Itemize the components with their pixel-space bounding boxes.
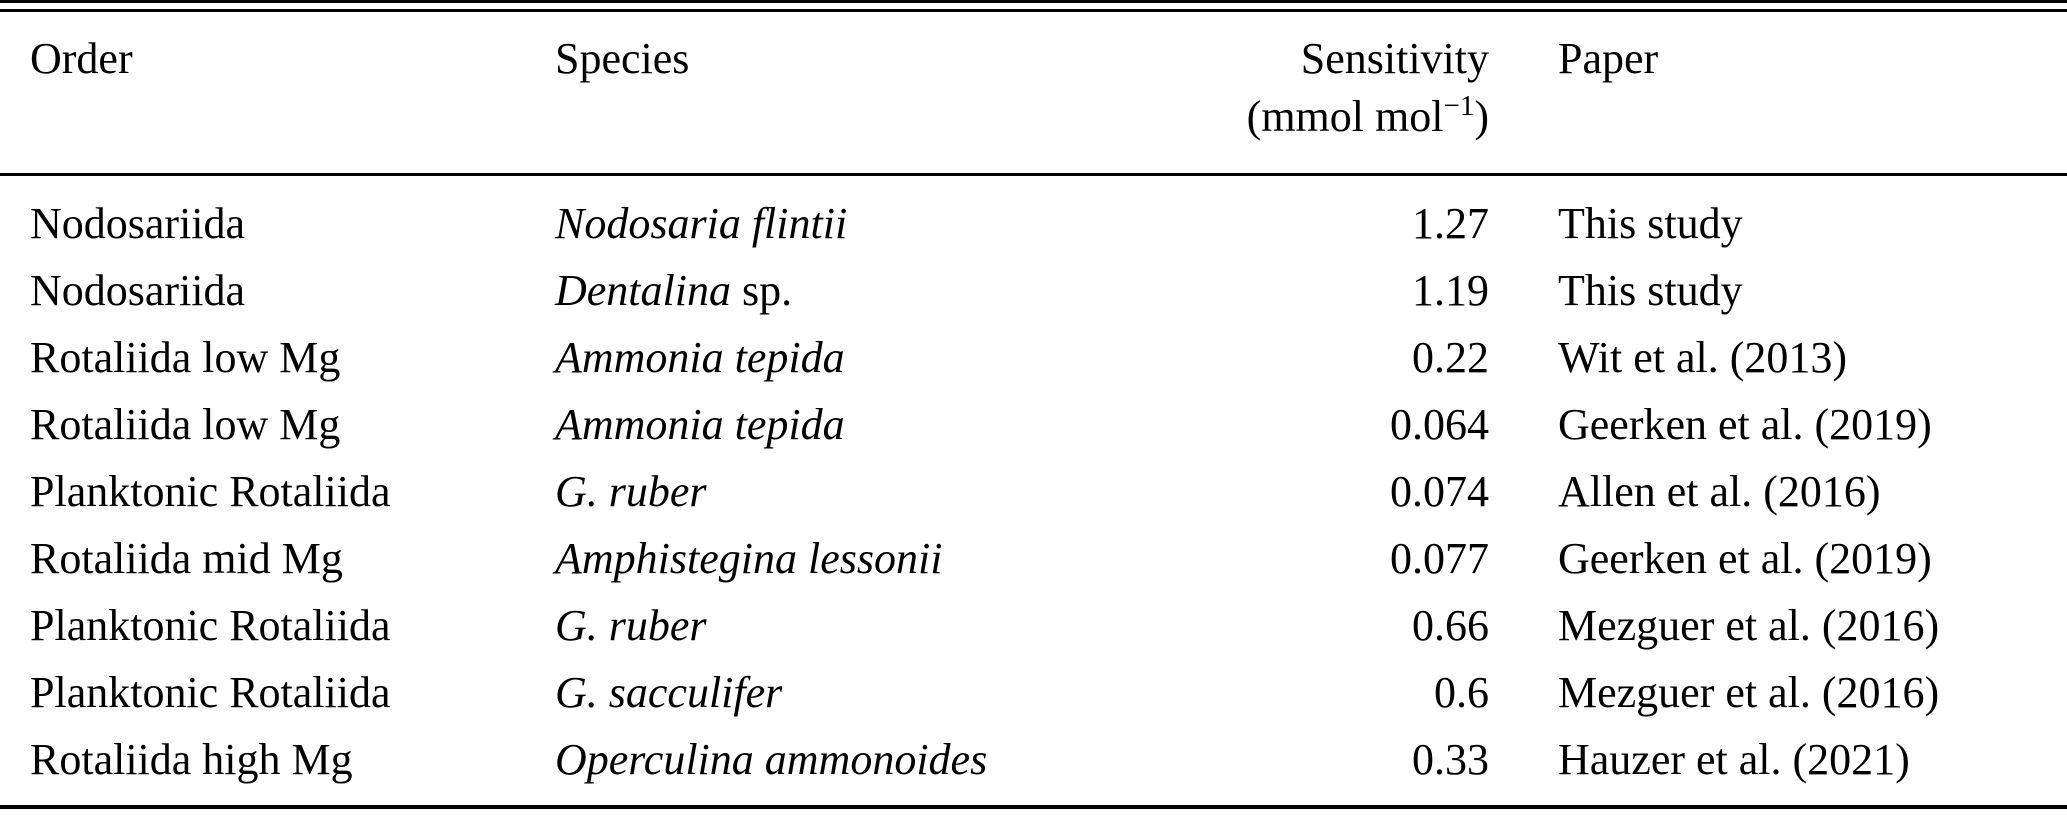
species-name: Dentalina — [555, 265, 731, 315]
species-cell: Operculina ammonoides — [554, 726, 1190, 793]
header-sensitivity-label: Sensitivity — [1300, 34, 1489, 83]
table-row: Planktonic Rotaliida G. ruber 0.074 Alle… — [0, 458, 2067, 525]
header-species: Species — [554, 12, 1190, 176]
sensitivity-cell: 1.19 — [1412, 265, 1489, 315]
order-cell: Rotaliida low Mg — [30, 332, 341, 382]
table-row: Rotaliida high Mg Operculina ammonoides … — [0, 726, 2067, 793]
unit-exponent: −1 — [1443, 90, 1475, 123]
species-cell: Ammonia tepida — [554, 391, 1190, 458]
paper-cell: Geerken et al. (2019) — [1558, 399, 1932, 449]
species-name: G. ruber — [555, 466, 707, 516]
sensitivity-table: Order Species Sensitivity (mmol mol−1) P… — [0, 12, 2067, 793]
paper-cell: Mezguer et al. (2016) — [1558, 667, 1940, 717]
table-row: Nodosariida Dentalina sp. 1.19 This stud… — [0, 257, 2067, 324]
sensitivity-cell: 0.077 — [1390, 533, 1489, 583]
unit-close: ) — [1474, 92, 1489, 141]
paper-cell: Geerken et al. (2019) — [1558, 533, 1932, 583]
table-bottom-rule — [0, 805, 2067, 809]
order-cell: Planktonic Rotaliida — [30, 600, 391, 650]
table-header: Order Species Sensitivity (mmol mol−1) P… — [0, 12, 2067, 176]
species-name: G. sacculifer — [555, 667, 783, 717]
species-cell: G. ruber — [554, 592, 1190, 659]
table-body: Nodosariida Nodosaria flintii 1.27 This … — [0, 175, 2067, 794]
sensitivity-cell: 0.22 — [1412, 332, 1489, 382]
order-cell: Nodosariida — [30, 198, 246, 248]
header-row: Order Species Sensitivity (mmol mol−1) P… — [0, 12, 2067, 176]
paper-cell: This study — [1558, 198, 1743, 248]
species-suffix: sp. — [730, 265, 793, 315]
table-row: Planktonic Rotaliida G. ruber 0.66 Mezgu… — [0, 592, 2067, 659]
paper-cell: Hauzer et al. (2021) — [1558, 734, 1910, 784]
species-cell: G. sacculifer — [554, 659, 1190, 726]
order-cell: Rotaliida high Mg — [30, 734, 353, 784]
species-name: Operculina ammonoides — [555, 734, 988, 784]
paper-cell: Mezguer et al. (2016) — [1558, 600, 1940, 650]
paper-cell: This study — [1558, 265, 1743, 315]
order-cell: Planktonic Rotaliida — [30, 667, 391, 717]
species-name: G. ruber — [555, 600, 707, 650]
sensitivity-cell: 0.66 — [1412, 600, 1489, 650]
unit-open: (mmol mol — [1246, 92, 1444, 141]
order-cell: Planktonic Rotaliida — [30, 466, 391, 516]
order-cell: Rotaliida mid Mg — [30, 533, 343, 583]
order-cell: Rotaliida low Mg — [30, 399, 341, 449]
sensitivity-cell: 0.33 — [1412, 734, 1489, 784]
species-name: Ammonia tepida — [555, 399, 845, 449]
species-name: Amphistegina lessonii — [555, 533, 943, 583]
species-cell: Amphistegina lessonii — [554, 525, 1190, 592]
table-row: Rotaliida low Mg Ammonia tepida 0.22 Wit… — [0, 324, 2067, 391]
sensitivity-cell: 0.074 — [1390, 466, 1489, 516]
species-cell: Nodosaria flintii — [554, 175, 1190, 258]
header-sensitivity-unit: (mmol mol−1) — [1191, 88, 1489, 151]
table-row: Rotaliida low Mg Ammonia tepida 0.064 Ge… — [0, 391, 2067, 458]
header-order: Order — [0, 12, 554, 176]
sensitivity-cell: 1.27 — [1412, 198, 1489, 248]
paper-cell: Allen et al. (2016) — [1558, 466, 1881, 516]
sensitivity-cell: 0.064 — [1390, 399, 1489, 449]
table-top-rule — [0, 0, 2067, 12]
table-row: Nodosariida Nodosaria flintii 1.27 This … — [0, 175, 2067, 258]
table-row: Rotaliida mid Mg Amphistegina lessonii 0… — [0, 525, 2067, 592]
order-cell: Nodosariida — [30, 265, 246, 315]
species-name: Nodosaria flintii — [555, 198, 848, 248]
paper-cell: Wit et al. (2013) — [1558, 332, 1848, 382]
table-row: Planktonic Rotaliida G. sacculifer 0.6 M… — [0, 659, 2067, 726]
species-cell: G. ruber — [554, 458, 1190, 525]
species-cell: Dentalina sp. — [554, 257, 1190, 324]
header-paper: Paper — [1490, 12, 2067, 176]
header-sensitivity: Sensitivity (mmol mol−1) — [1190, 12, 1490, 176]
species-name: Ammonia tepida — [555, 332, 845, 382]
species-cell: Ammonia tepida — [554, 324, 1190, 391]
sensitivity-cell: 0.6 — [1434, 667, 1489, 717]
